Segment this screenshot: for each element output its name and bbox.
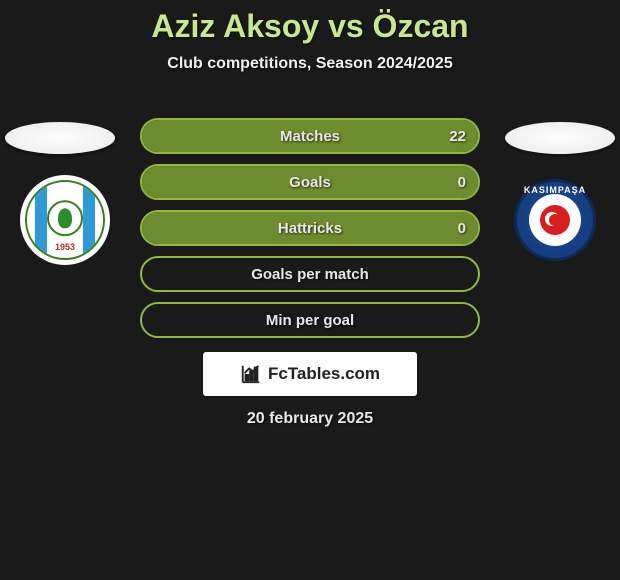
stat-label: Matches (280, 128, 340, 145)
player-photo-right-placeholder (505, 122, 615, 154)
stat-label: Min per goal (266, 312, 354, 329)
stat-label: Goals (289, 174, 331, 191)
chart-icon (240, 363, 262, 385)
stats-container: Matches 22 Goals 0 Hattricks 0 Goals per… (140, 118, 480, 348)
branding-text: FcTables.com (268, 364, 380, 384)
stat-label: Goals per match (251, 266, 369, 283)
comparison-subtitle: Club competitions, Season 2024/2025 (0, 55, 620, 73)
stat-row-mpg: Min per goal (140, 302, 480, 338)
comparison-title: Aziz Aksoy vs Özcan (0, 0, 620, 45)
stat-label: Hattricks (278, 220, 342, 237)
stat-row-gpm: Goals per match (140, 256, 480, 292)
branding-box: FcTables.com (203, 352, 417, 396)
player-photo-left-placeholder (5, 122, 115, 154)
stat-row-goals: Goals 0 (140, 164, 480, 200)
club-badge-right: KASIMPAŞA (510, 175, 600, 265)
stat-value-right: 0 (458, 220, 466, 237)
rizespor-badge: 1953 (25, 180, 105, 260)
comparison-date: 20 february 2025 (0, 410, 620, 428)
stat-value-right: 22 (449, 128, 466, 145)
kasimpasa-badge: KASIMPAŞA (514, 179, 596, 261)
club-badge-left: 1953 (20, 175, 110, 265)
stat-value-right: 0 (458, 174, 466, 191)
stat-row-hattricks: Hattricks 0 (140, 210, 480, 246)
club-year: 1953 (27, 242, 103, 252)
stat-row-matches: Matches 22 (140, 118, 480, 154)
